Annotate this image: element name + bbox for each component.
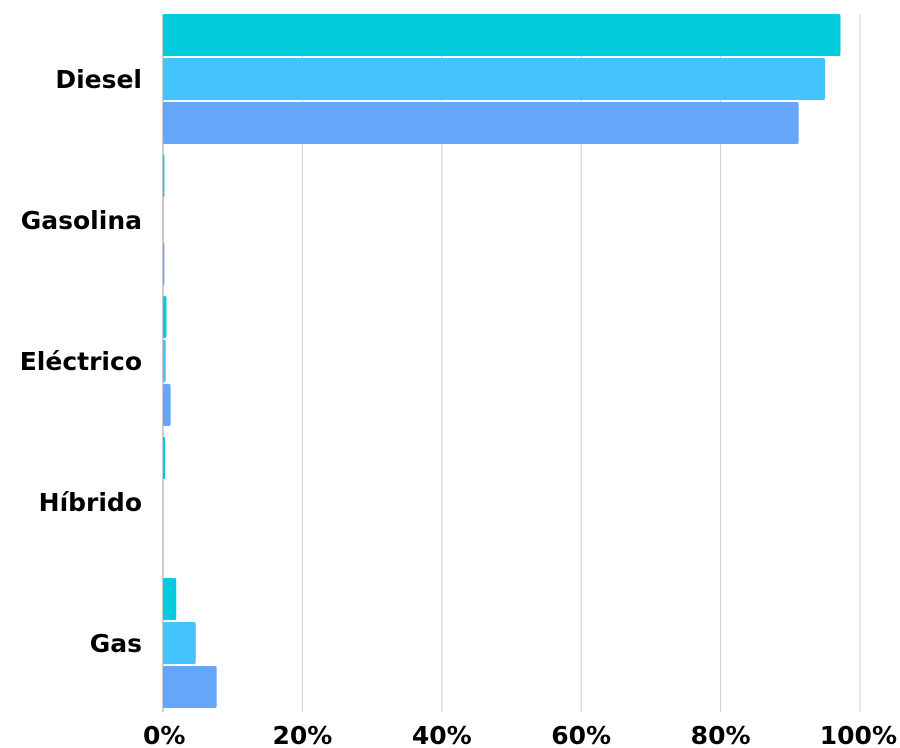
bar [163,102,799,144]
bar [163,666,217,708]
category-label: Híbrido [39,488,142,517]
bar [163,578,177,620]
category-labels: Diesel Gasolina Eléctrico Híbrido Gas [20,65,142,658]
category-label: Diesel [55,65,142,94]
bar [163,437,166,479]
bar [163,58,826,100]
bar [163,155,165,197]
bar [163,199,164,241]
x-tick-label: 0% [143,721,185,748]
x-tick-labels: 0% 20% 40% 60% 80% 100% [143,721,897,748]
category-label: Eléctrico [20,347,142,376]
x-tick-label: 100% [820,721,897,748]
bar [163,622,196,664]
category-label: Gas [90,629,142,658]
x-tick-label: 80% [691,721,751,748]
x-tick-label: 40% [412,721,472,748]
bar [163,243,165,285]
bars [163,14,841,708]
x-tick-label: 60% [551,721,611,748]
x-tick-label: 20% [272,721,332,748]
category-label: Gasolina [21,206,142,235]
bar [163,296,167,338]
bar [163,340,166,382]
bar [163,384,171,426]
bar [163,14,841,56]
